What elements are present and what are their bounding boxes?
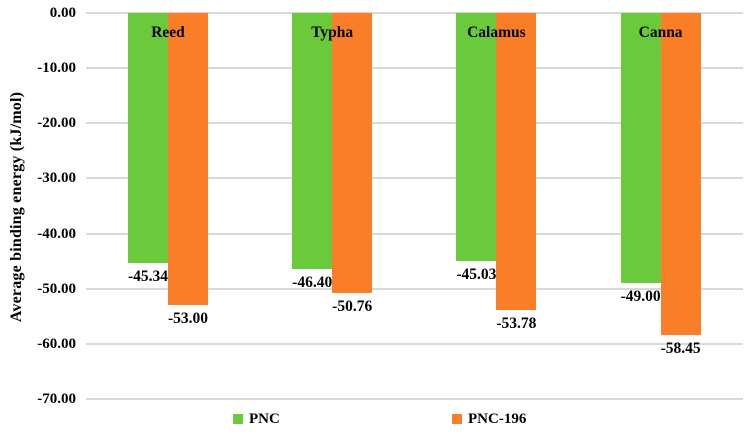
gridline [86, 398, 743, 400]
gridline [86, 287, 743, 290]
bar-value-label: -45.03 [456, 266, 497, 284]
bar-pnc-calamus [456, 13, 497, 262]
gridline [86, 12, 743, 14]
legend-swatch-pnc-icon [233, 414, 243, 424]
category-label: Reed [151, 24, 185, 41]
bar-pnc-reed [128, 13, 168, 264]
gridline [86, 232, 743, 235]
bar-value-label: -53.00 [167, 310, 209, 328]
y-tick-label: -50.00 [37, 280, 76, 297]
bar-value-label: -49.00 [620, 288, 661, 306]
legend: PNC PNC-196 [0, 407, 751, 431]
bar-pnc-196-typha [332, 13, 373, 293]
bar-pnc-196-calamus [496, 13, 537, 310]
bar-pnc-canna [620, 13, 661, 284]
legend-label-pnc-196: PNC-196 [468, 410, 527, 427]
category-label: Canna [638, 24, 683, 41]
gridline [86, 177, 743, 180]
bar-value-label: -58.45 [660, 340, 701, 358]
y-tick-label: -40.00 [37, 225, 76, 242]
y-tick-label: -70.00 [37, 391, 76, 407]
bar-pnc-196-canna [660, 13, 701, 336]
bar-pnc-typha [292, 13, 333, 269]
gridline [86, 67, 743, 70]
category-label: Calamus [467, 24, 526, 41]
y-tick-label: -30.00 [37, 170, 76, 187]
y-tick-label: -60.00 [37, 335, 76, 352]
category-label: Typha [311, 24, 354, 41]
legend-item-pnc-196: PNC-196 [452, 407, 526, 431]
legend-item-pnc: PNC [233, 407, 280, 431]
bar-value-label: -50.76 [332, 297, 373, 315]
bar-value-label: -45.34 [127, 268, 169, 286]
gridline [86, 342, 743, 345]
gridline [86, 122, 743, 125]
bar-pnc-196-reed [168, 13, 208, 306]
y-tick-label: 0.00 [49, 5, 76, 21]
legend-swatch-pnc-196-icon [452, 414, 462, 424]
y-tick-label: -10.00 [37, 60, 76, 77]
legend-label-pnc: PNC [249, 410, 280, 427]
bar-value-label: -53.78 [496, 314, 537, 332]
y-tick-label: -20.00 [37, 115, 76, 132]
bar-value-label: -46.40 [292, 273, 333, 291]
